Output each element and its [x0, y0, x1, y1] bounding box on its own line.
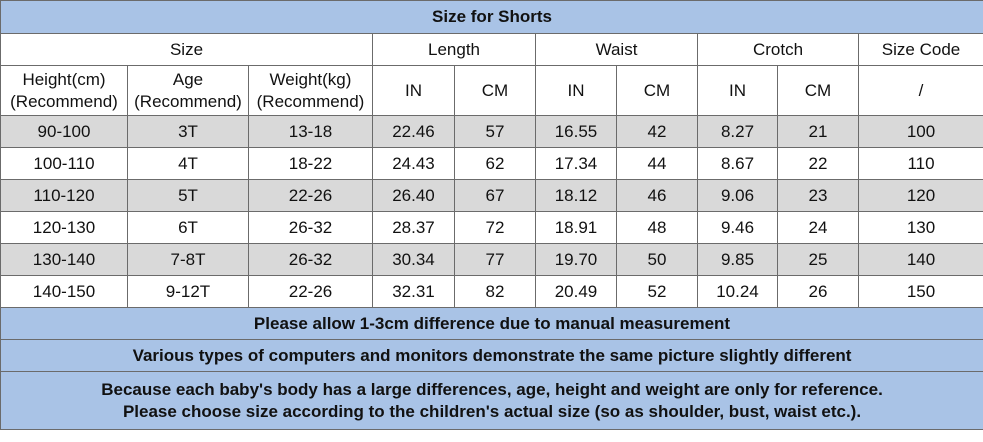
column-header: / — [857, 65, 983, 116]
data-cell: 100-110 — [0, 147, 128, 180]
data-cell: 26-32 — [248, 243, 373, 276]
data-cell: 24 — [777, 211, 859, 244]
data-row: 130-140 7-8T 26-32 30.34 77 19.70 50 9.85 25 140 — [0, 243, 983, 276]
data-cell: 72 — [454, 211, 536, 244]
note-row: Various types of computers and monitors … — [0, 339, 983, 372]
note-text: Please allow 1-3cm difference due to man… — [0, 307, 983, 340]
data-row: 100-110 4T 18-22 24.43 62 17.34 44 8.67 22 110 — [0, 147, 983, 180]
data-cell: 23 — [777, 179, 859, 212]
data-cell: 24.43 — [372, 147, 455, 180]
data-cell: 46 — [616, 179, 698, 212]
data-cell: 67 — [454, 179, 536, 212]
data-cell: 30.34 — [372, 243, 455, 276]
data-cell: 82 — [454, 275, 536, 308]
data-cell: 130 — [857, 211, 983, 244]
group-header: Waist — [535, 33, 698, 66]
data-cell: 4T — [127, 147, 249, 180]
column-header: CM — [777, 65, 859, 116]
data-cell: 3T — [127, 115, 249, 148]
data-cell: 9.06 — [697, 179, 778, 212]
group-header: Size — [0, 33, 373, 66]
data-cell: 9.46 — [697, 211, 778, 244]
group-header: Size Code — [857, 33, 983, 66]
data-cell: 22-26 — [248, 275, 373, 308]
data-cell: 21 — [777, 115, 859, 148]
data-cell: 18-22 — [248, 147, 373, 180]
data-cell: 77 — [454, 243, 536, 276]
data-cell: 130-140 — [0, 243, 128, 276]
data-cell: 90-100 — [0, 115, 128, 148]
data-row: 90-100 3T 13-18 22.46 57 16.55 42 8.27 21 100 — [0, 115, 983, 148]
data-row: 110-120 5T 22-26 26.40 67 18.12 46 9.06 23 120 — [0, 179, 983, 212]
note-row: Please allow 1-3cm difference due to man… — [0, 307, 983, 340]
column-header: IN — [697, 65, 778, 116]
column-header: Weight(kg) (Recommend) — [248, 65, 373, 116]
data-cell: 32.31 — [372, 275, 455, 308]
data-cell: 9.85 — [697, 243, 778, 276]
data-cell: 26-32 — [248, 211, 373, 244]
column-header: IN — [372, 65, 455, 116]
note-row: Because each baby's body has a large dif… — [0, 371, 983, 430]
data-cell: 19.70 — [535, 243, 617, 276]
data-cell: 16.55 — [535, 115, 617, 148]
column-header: Height(cm) (Recommend) — [0, 65, 128, 116]
data-cell: 9-12T — [127, 275, 249, 308]
column-header: CM — [454, 65, 536, 116]
data-cell: 7-8T — [127, 243, 249, 276]
data-cell: 8.67 — [697, 147, 778, 180]
group-header: Length — [372, 33, 536, 66]
data-cell: 57 — [454, 115, 536, 148]
data-cell: 140-150 — [0, 275, 128, 308]
data-cell: 18.12 — [535, 179, 617, 212]
data-cell: 28.37 — [372, 211, 455, 244]
note-text: Various types of computers and monitors … — [0, 339, 983, 372]
data-cell: 110 — [857, 147, 983, 180]
size-table: Size for Shorts Size Length Waist Crotch Size… — [0, 0, 983, 430]
data-cell: 20.49 — [535, 275, 617, 308]
note-text: Because each baby's body has a large dif… — [0, 371, 983, 430]
data-cell: 22-26 — [248, 179, 373, 212]
group-header: Crotch — [697, 33, 859, 66]
data-cell: 6T — [127, 211, 249, 244]
data-cell: 17.34 — [535, 147, 617, 180]
data-cell: 25 — [777, 243, 859, 276]
data-cell: 26.40 — [372, 179, 455, 212]
data-row: 120-130 6T 26-32 28.37 72 18.91 48 9.46 24 130 — [0, 211, 983, 244]
data-cell: 5T — [127, 179, 249, 212]
group-header-row: Size Length Waist Crotch Size Code — [0, 33, 983, 66]
column-header: CM — [616, 65, 698, 116]
data-cell: 10.24 — [697, 275, 778, 308]
data-cell: 22 — [777, 147, 859, 180]
data-cell: 8.27 — [697, 115, 778, 148]
data-cell: 13-18 — [248, 115, 373, 148]
data-row: 140-150 9-12T 22-26 32.31 82 20.49 52 10.24 26 15… — [0, 275, 983, 308]
column-header: Age (Recommend) — [127, 65, 249, 116]
data-cell: 110-120 — [0, 179, 128, 212]
data-cell: 140 — [857, 243, 983, 276]
data-cell: 18.91 — [535, 211, 617, 244]
data-cell: 120-130 — [0, 211, 128, 244]
data-cell: 48 — [616, 211, 698, 244]
column-header-row: Height(cm) (Recommend) Age (Recommend) Wei… — [0, 65, 983, 116]
table-title: Size for Shorts — [0, 0, 983, 34]
data-cell: 62 — [454, 147, 536, 180]
data-cell: 26 — [777, 275, 859, 308]
data-cell: 50 — [616, 243, 698, 276]
data-cell: 52 — [616, 275, 698, 308]
data-cell: 44 — [616, 147, 698, 180]
title-row: Size for Shorts — [0, 0, 983, 34]
data-cell: 22.46 — [372, 115, 455, 148]
column-header: IN — [535, 65, 617, 116]
table-body: Size for Shorts Size Length Waist Crotch Size… — [0, 0, 983, 430]
data-cell: 42 — [616, 115, 698, 148]
data-cell: 100 — [857, 115, 983, 148]
data-cell: 150 — [857, 275, 983, 308]
data-cell: 120 — [857, 179, 983, 212]
